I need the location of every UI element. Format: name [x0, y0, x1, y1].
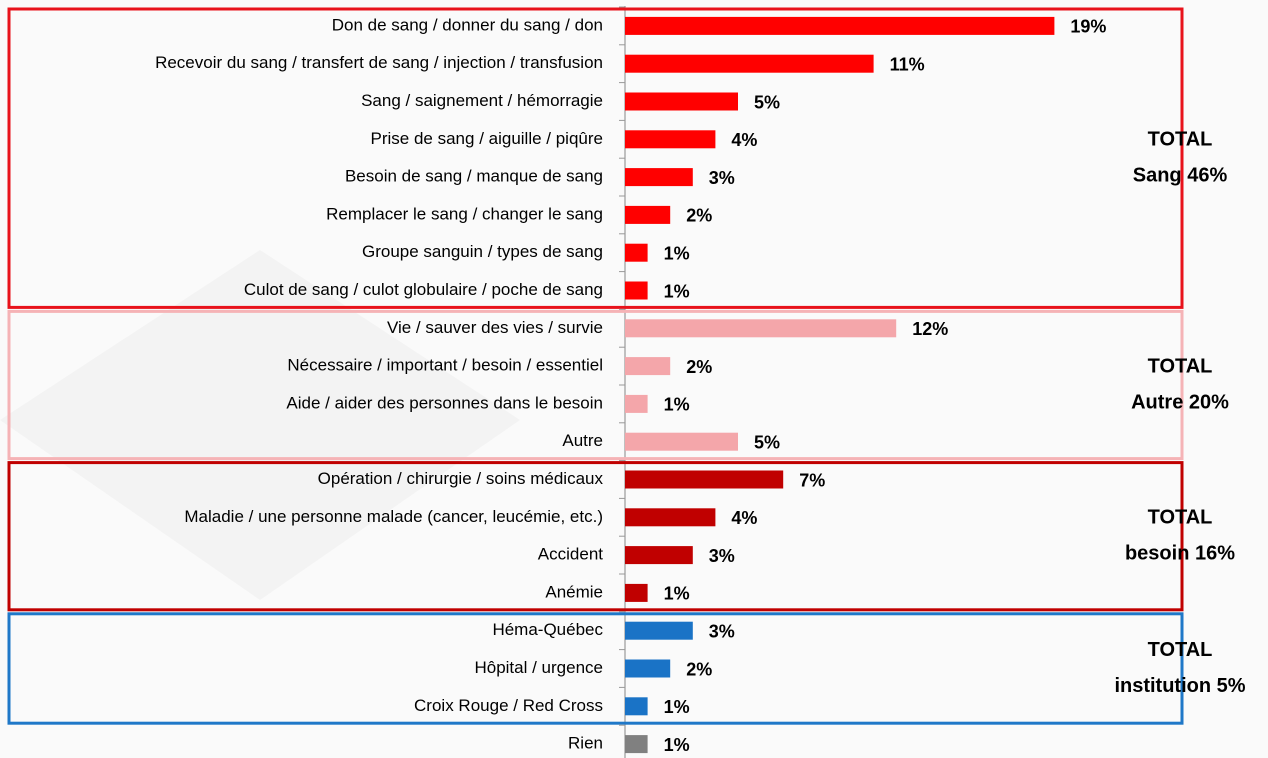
value-label: 3% [709, 168, 735, 188]
bar [625, 659, 671, 678]
group-total: Sang 46% [1133, 164, 1228, 186]
value-label: 12% [912, 319, 948, 339]
value-label: 1% [664, 735, 690, 755]
value-label: 2% [686, 357, 712, 377]
bar [625, 621, 693, 640]
bar [625, 319, 897, 338]
value-label: 19% [1070, 17, 1106, 37]
group-box [7, 461, 1184, 612]
value-label: 4% [731, 130, 757, 150]
category-label: Prise de sang / aiguille / piqûre [371, 129, 603, 148]
value-label: 5% [754, 432, 780, 452]
bar [625, 583, 648, 602]
group-total: Autre 20% [1131, 391, 1229, 413]
group-total: TOTAL [1148, 355, 1213, 377]
category-label: Autre [562, 431, 603, 450]
bar [625, 92, 738, 111]
category-label: Maladie / une personne malade (cancer, l… [184, 507, 603, 526]
value-label: 1% [664, 584, 690, 604]
group-total: institution 5% [1114, 675, 1245, 697]
value-label: 1% [664, 697, 690, 717]
value-label: 1% [664, 281, 690, 301]
bar [625, 205, 671, 224]
group-box [7, 7, 1184, 309]
bar [625, 16, 1055, 35]
bar [625, 54, 874, 73]
category-label: Accident [538, 545, 603, 564]
bar [625, 508, 716, 527]
category-label: Groupe sanguin / types de sang [362, 242, 603, 261]
bar [625, 168, 693, 187]
value-label: 4% [731, 508, 757, 528]
category-label: Nécessaire / important / besoin / essent… [287, 356, 603, 375]
value-label: 1% [664, 243, 690, 263]
value-label: 5% [754, 92, 780, 112]
category-label: Besoin de sang / manque de sang [345, 167, 603, 186]
group-total: TOTAL [1148, 128, 1213, 150]
category-label: Héma-Québec [492, 620, 603, 639]
category-label: Culot de sang / culot globulaire / poche… [244, 280, 603, 299]
category-label: Hôpital / urgence [474, 658, 603, 677]
bar [625, 394, 648, 413]
category-label: Croix Rouge / Red Cross [414, 696, 603, 715]
background-shape [0, 250, 520, 600]
bar [625, 697, 648, 716]
group-total: TOTAL [1148, 639, 1213, 661]
bar [625, 130, 716, 149]
category-label: Vie / sauver des vies / survie [387, 318, 603, 337]
group-box [7, 309, 1184, 461]
group-total: besoin 16% [1125, 542, 1235, 564]
value-label: 1% [664, 395, 690, 415]
value-label: 3% [709, 546, 735, 566]
value-label: 7% [799, 470, 825, 490]
bar [625, 735, 648, 754]
group-total: TOTAL [1148, 506, 1213, 528]
category-label: Anémie [545, 582, 603, 601]
category-label: Remplacer le sang / changer le sang [326, 204, 603, 223]
value-label: 2% [686, 659, 712, 679]
category-label: Rien [568, 734, 603, 753]
category-label: Opération / chirurgie / soins médicaux [318, 469, 604, 488]
category-label: Aide / aider des personnes dans le besoi… [286, 393, 603, 412]
category-label: Don de sang / donner du sang / don [332, 15, 603, 34]
category-label: Recevoir du sang / transfert de sang / i… [155, 53, 603, 72]
value-label: 11% [890, 54, 925, 74]
bar [625, 432, 738, 451]
bar [625, 357, 671, 376]
value-label: 2% [686, 206, 712, 226]
bar [625, 243, 648, 262]
category-label: Sang / saignement / hémorragie [361, 91, 603, 110]
bar [625, 281, 648, 300]
value-label: 3% [709, 621, 735, 641]
group-box [7, 612, 1184, 725]
bar [625, 546, 693, 565]
bar [625, 470, 784, 489]
